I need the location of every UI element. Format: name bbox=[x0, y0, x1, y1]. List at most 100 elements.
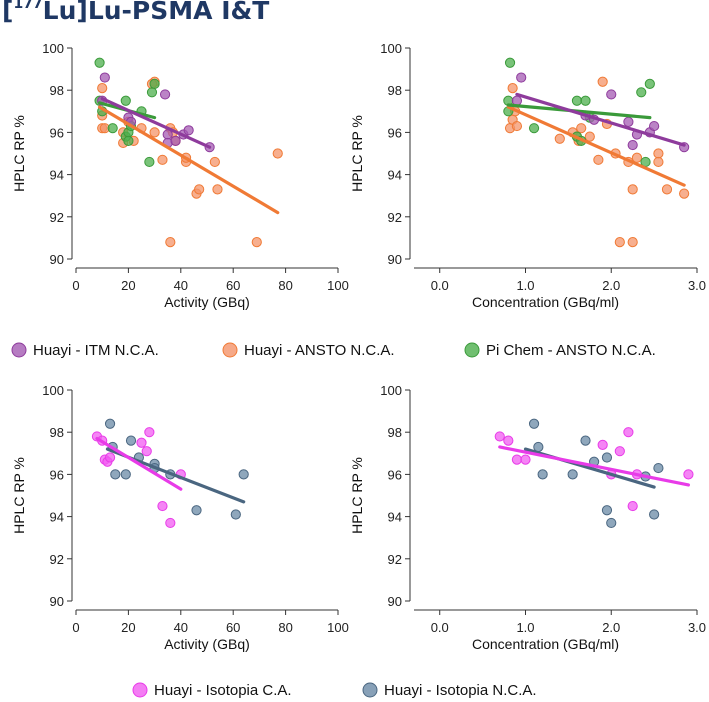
x-tick-label: 80 bbox=[278, 620, 292, 635]
y-axis-label: HPLC RP % bbox=[11, 115, 27, 192]
data-point bbox=[107, 123, 118, 134]
y-tick-label: 98 bbox=[388, 425, 402, 440]
x-tick-label: 3.0 bbox=[688, 278, 706, 293]
data-point bbox=[251, 237, 262, 248]
data-point bbox=[94, 57, 105, 68]
y-axis-label: HPLC RP % bbox=[349, 457, 365, 534]
x-tick-label: 0.0 bbox=[431, 278, 449, 293]
data-point bbox=[593, 154, 604, 165]
x-tick-label: 100 bbox=[327, 620, 349, 635]
data-point bbox=[144, 156, 155, 168]
y-tick-label: 90 bbox=[50, 252, 64, 267]
y-tick-label: 92 bbox=[50, 210, 64, 225]
data-point bbox=[209, 156, 220, 168]
data-point bbox=[627, 139, 638, 151]
data-point bbox=[649, 120, 660, 132]
chart-panel-top-left: 90 92 94 96 98 100 0 20 40 60 80 100 Activity (GBq) H… bbox=[11, 41, 349, 310]
data-point bbox=[144, 427, 155, 438]
data-point bbox=[165, 517, 176, 529]
data-point bbox=[507, 82, 518, 94]
legend-marker bbox=[11, 342, 27, 358]
data-point bbox=[230, 509, 241, 520]
x-tick-label: 0 bbox=[72, 278, 79, 293]
data-point bbox=[614, 237, 625, 248]
data-point bbox=[494, 431, 505, 442]
y-tick-label: 90 bbox=[388, 594, 402, 609]
data-point bbox=[623, 116, 634, 127]
data-point bbox=[170, 135, 181, 146]
data-point bbox=[97, 82, 108, 94]
x-axis-label: Concentration (GBq/ml) bbox=[472, 294, 619, 310]
y-axis-label: HPLC RP % bbox=[11, 457, 27, 534]
data-point bbox=[503, 435, 514, 446]
data-point bbox=[528, 123, 540, 134]
data-point bbox=[580, 435, 591, 446]
y-tick-label: 98 bbox=[388, 83, 402, 98]
legend-marker bbox=[132, 682, 148, 698]
data-point bbox=[627, 237, 638, 248]
data-point bbox=[627, 500, 638, 512]
chart-panel-top-right: 90 92 94 96 98 100 0.0 1.0 2.0 3.0 Concentration (… bbox=[349, 41, 706, 310]
data-point bbox=[120, 95, 131, 106]
y-tick-label: 100 bbox=[42, 41, 64, 56]
y-tick-label: 94 bbox=[388, 510, 402, 525]
data-point bbox=[614, 446, 625, 457]
y-axis-label: HPLC RP % bbox=[349, 115, 365, 192]
data-point bbox=[141, 446, 152, 457]
fit-line bbox=[498, 445, 691, 487]
data-point bbox=[644, 78, 655, 89]
x-tick-label: 1.0 bbox=[516, 278, 534, 293]
fit-line bbox=[95, 436, 183, 491]
data-point bbox=[661, 184, 673, 195]
data-point bbox=[533, 441, 544, 453]
data-point bbox=[571, 95, 583, 106]
data-point bbox=[601, 452, 613, 463]
y-tick-label: 90 bbox=[388, 252, 402, 267]
data-point bbox=[516, 72, 527, 83]
x-axis-label: Activity (GBq) bbox=[164, 294, 250, 310]
y-tick-label: 96 bbox=[50, 467, 64, 482]
y-tick-label: 94 bbox=[50, 168, 64, 183]
data-point bbox=[683, 469, 694, 480]
chart-panel-bottom-right: 90 92 94 96 98 100 0.0 1.0 2.0 3.0 Concentration (… bbox=[349, 383, 706, 652]
data-point bbox=[149, 127, 160, 138]
fit-line bbox=[506, 103, 652, 120]
y-tick-label: 96 bbox=[388, 467, 402, 482]
data-point bbox=[649, 509, 660, 520]
data-point bbox=[125, 435, 137, 446]
data-point bbox=[597, 76, 608, 87]
data-point bbox=[606, 89, 617, 100]
data-point bbox=[623, 427, 634, 438]
x-tick-label: 40 bbox=[174, 620, 188, 635]
x-tick-label: 3.0 bbox=[688, 620, 706, 635]
legend-label: Huayi - ITM N.C.A. bbox=[33, 342, 159, 359]
y-tick-label: 92 bbox=[388, 210, 402, 225]
data-point bbox=[567, 469, 578, 480]
data-point bbox=[504, 57, 516, 68]
data-point bbox=[653, 156, 664, 168]
data-point bbox=[584, 131, 595, 142]
chart-panel-bottom-left: 90 92 94 96 98 100 0 20 40 60 80 100 Activity (GBq) H… bbox=[11, 383, 349, 652]
data-point bbox=[123, 135, 134, 146]
x-tick-label: 0 bbox=[72, 620, 79, 635]
data-point bbox=[520, 454, 531, 465]
x-tick-label: 20 bbox=[121, 278, 135, 293]
fit-line bbox=[515, 92, 686, 147]
data-point bbox=[104, 452, 116, 463]
y-tick-label: 100 bbox=[380, 383, 402, 398]
data-point bbox=[159, 89, 171, 100]
data-point bbox=[606, 517, 617, 529]
data-point bbox=[627, 184, 638, 195]
y-tick-label: 92 bbox=[388, 552, 402, 567]
data-point bbox=[653, 148, 664, 159]
x-tick-label: 60 bbox=[226, 278, 240, 293]
data-point bbox=[511, 120, 523, 132]
data-point bbox=[104, 418, 116, 429]
data-point bbox=[537, 469, 548, 480]
data-point bbox=[636, 87, 647, 98]
data-point bbox=[631, 152, 643, 163]
data-point bbox=[191, 505, 202, 516]
y-tick-label: 90 bbox=[50, 594, 64, 609]
y-tick-label: 94 bbox=[50, 510, 64, 525]
data-point bbox=[110, 469, 121, 480]
